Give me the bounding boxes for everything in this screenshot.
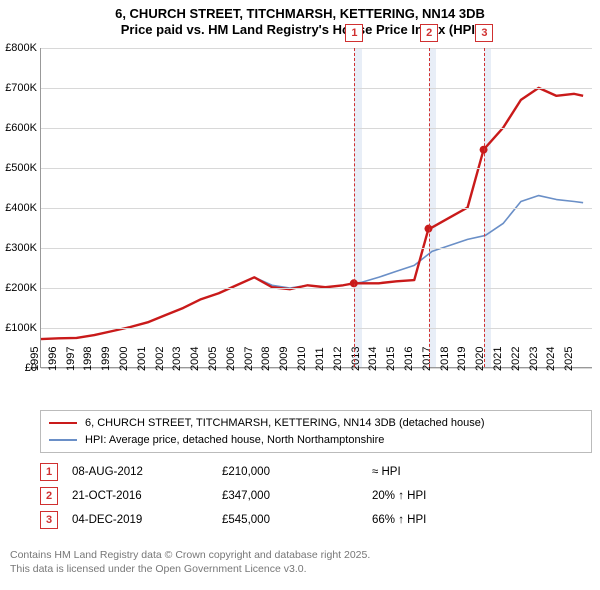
series-hpi — [41, 196, 583, 340]
x-tick-label: 2004 — [189, 347, 201, 371]
x-tick-label: 1998 — [82, 347, 94, 371]
legend-swatch — [49, 439, 77, 441]
marker-line — [484, 48, 485, 367]
x-tick-label: 1996 — [47, 347, 59, 371]
x-tick-label: 2025 — [563, 347, 575, 371]
legend-swatch — [49, 422, 77, 424]
gridline — [41, 248, 592, 249]
x-tick-label: 2002 — [154, 347, 166, 371]
sale-marker: 3 — [40, 511, 58, 529]
x-tick-label: 2007 — [243, 347, 255, 371]
plot-area: £0£100K£200K£300K£400K£500K£600K£700K£80… — [40, 48, 592, 368]
x-tick-label: 2024 — [545, 347, 557, 371]
y-tick-label: £700K — [5, 82, 37, 94]
sale-row: 1 08-AUG-2012 £210,000 ≈ HPI — [40, 460, 592, 484]
x-tick-label: 2012 — [332, 347, 344, 371]
series-price_paid — [41, 88, 583, 339]
gridline — [41, 48, 592, 49]
x-tick-label: 1997 — [65, 347, 77, 371]
x-tick-label: 2013 — [350, 347, 362, 371]
sale-delta: 20% ↑ HPI — [372, 490, 592, 502]
x-tick-label: 1995 — [29, 347, 41, 371]
x-tick-label: 2001 — [136, 347, 148, 371]
title-line-1: 6, CHURCH STREET, TITCHMARSH, KETTERING,… — [10, 6, 590, 22]
marker-line — [354, 48, 355, 367]
x-tick-label: 2023 — [528, 347, 540, 371]
attribution: Contains HM Land Registry data © Crown c… — [10, 548, 590, 576]
gridline — [41, 128, 592, 129]
y-tick-label: £200K — [5, 282, 37, 294]
sale-delta: ≈ HPI — [372, 466, 592, 478]
x-tick-label: 2019 — [456, 347, 468, 371]
x-tick-label: 2021 — [492, 347, 504, 371]
legend-label: 6, CHURCH STREET, TITCHMARSH, KETTERING,… — [85, 415, 485, 432]
gridline — [41, 288, 592, 289]
x-tick-label: 2003 — [171, 347, 183, 371]
gridline — [41, 88, 592, 89]
sale-date: 08-AUG-2012 — [72, 466, 222, 478]
marker-label: 3 — [475, 24, 493, 42]
attribution-line: Contains HM Land Registry data © Crown c… — [10, 548, 590, 562]
y-tick-label: £500K — [5, 162, 37, 174]
sale-date: 21-OCT-2016 — [72, 490, 222, 502]
x-tick-label: 2011 — [314, 347, 326, 371]
sale-marker: 2 — [40, 487, 58, 505]
y-tick-label: £600K — [5, 122, 37, 134]
y-tick-label: £300K — [5, 242, 37, 254]
sale-delta: 66% ↑ HPI — [372, 514, 592, 526]
sales-table: 1 08-AUG-2012 £210,000 ≈ HPI 2 21-OCT-20… — [40, 460, 592, 532]
legend-label: HPI: Average price, detached house, Nort… — [85, 432, 384, 449]
y-tick-label: £100K — [5, 322, 37, 334]
sale-row: 2 21-OCT-2016 £347,000 20% ↑ HPI — [40, 484, 592, 508]
marker-label: 1 — [345, 24, 363, 42]
x-tick-label: 2014 — [367, 347, 379, 371]
x-tick-label: 2000 — [118, 347, 130, 371]
x-tick-label: 2006 — [225, 347, 237, 371]
sale-row: 3 04-DEC-2019 £545,000 66% ↑ HPI — [40, 508, 592, 532]
x-tick-label: 2016 — [403, 347, 415, 371]
marker-line — [429, 48, 430, 367]
x-tick-label: 2017 — [421, 347, 433, 371]
gridline — [41, 328, 592, 329]
x-tick-label: 2005 — [207, 347, 219, 371]
chart-container: 6, CHURCH STREET, TITCHMARSH, KETTERING,… — [0, 0, 600, 590]
gridline — [41, 208, 592, 209]
marker-label: 2 — [420, 24, 438, 42]
sale-price: £210,000 — [222, 466, 372, 478]
attribution-line: This data is licensed under the Open Gov… — [10, 562, 590, 576]
gridline — [41, 168, 592, 169]
y-tick-label: £400K — [5, 202, 37, 214]
legend-item: HPI: Average price, detached house, Nort… — [49, 432, 583, 449]
x-tick-label: 2009 — [278, 347, 290, 371]
legend-item: 6, CHURCH STREET, TITCHMARSH, KETTERING,… — [49, 415, 583, 432]
x-tick-label: 2018 — [439, 347, 451, 371]
sale-price: £347,000 — [222, 490, 372, 502]
sale-price: £545,000 — [222, 514, 372, 526]
sale-date: 04-DEC-2019 — [72, 514, 222, 526]
x-tick-label: 1999 — [100, 347, 112, 371]
x-tick-label: 2015 — [385, 347, 397, 371]
x-tick-label: 2008 — [260, 347, 272, 371]
x-tick-label: 2022 — [510, 347, 522, 371]
legend: 6, CHURCH STREET, TITCHMARSH, KETTERING,… — [40, 410, 592, 453]
title-block: 6, CHURCH STREET, TITCHMARSH, KETTERING,… — [0, 0, 600, 41]
title-line-2: Price paid vs. HM Land Registry's House … — [10, 22, 590, 38]
sale-marker: 1 — [40, 463, 58, 481]
x-tick-label: 2010 — [296, 347, 308, 371]
y-tick-label: £800K — [5, 42, 37, 54]
